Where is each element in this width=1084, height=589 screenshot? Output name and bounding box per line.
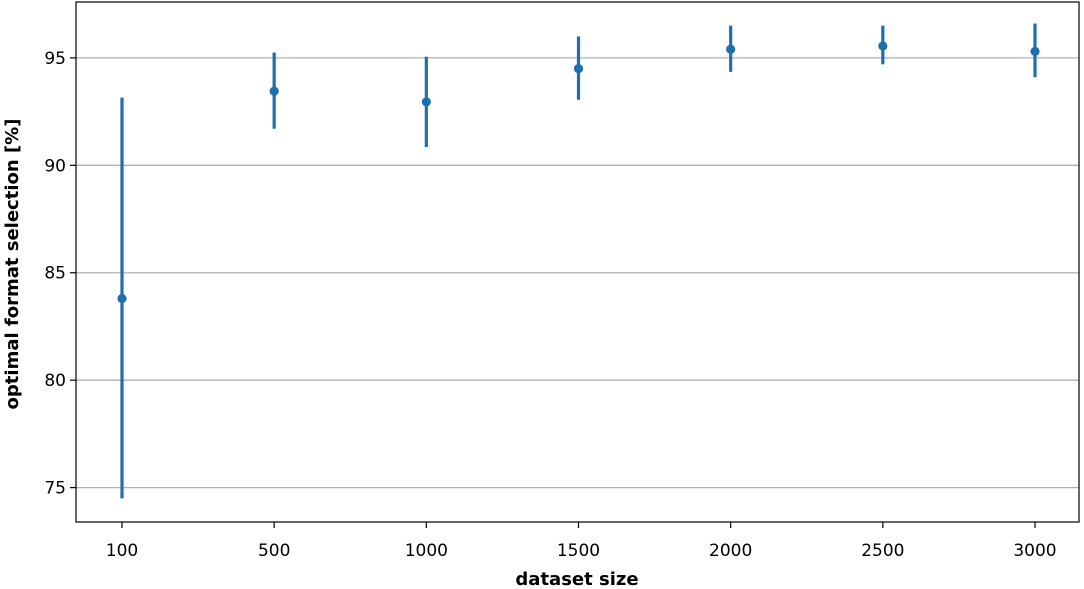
data-point: [117, 293, 127, 304]
y-tick-label: 95: [44, 49, 66, 69]
x-tick-label: 100: [106, 541, 138, 561]
series-error-bars: [117, 23, 1040, 499]
y-tick-label: 90: [44, 156, 66, 176]
x-tick-label: 2000: [709, 541, 752, 561]
x-tick-label: 3000: [1013, 541, 1056, 561]
data-point: [726, 44, 736, 54]
grid-lines: [76, 57, 1079, 489]
x-axis-title: dataset size: [515, 569, 638, 589]
x-tick-label: 1500: [557, 541, 600, 561]
x-tick-label: 500: [258, 541, 290, 561]
x-axis-ticks: 100 500 1000 1500 2000 2500 3000: [106, 522, 1057, 561]
y-axis-ticks: 75 80 85 90 95: [44, 49, 76, 499]
data-point: [1030, 46, 1040, 57]
y-tick-label: 75: [44, 479, 66, 499]
data-point: [269, 86, 279, 96]
data-point: [573, 64, 584, 74]
y-axis-title: optimal format selection [%]: [2, 119, 23, 410]
y-tick-label: 85: [44, 264, 66, 284]
x-tick-label: 1000: [405, 541, 448, 561]
plot-frame: [75, 1, 1080, 523]
x-tick-label: 2500: [861, 541, 904, 561]
data-point: [878, 41, 888, 51]
data-point: [421, 97, 431, 107]
y-tick-label: 80: [44, 371, 66, 391]
